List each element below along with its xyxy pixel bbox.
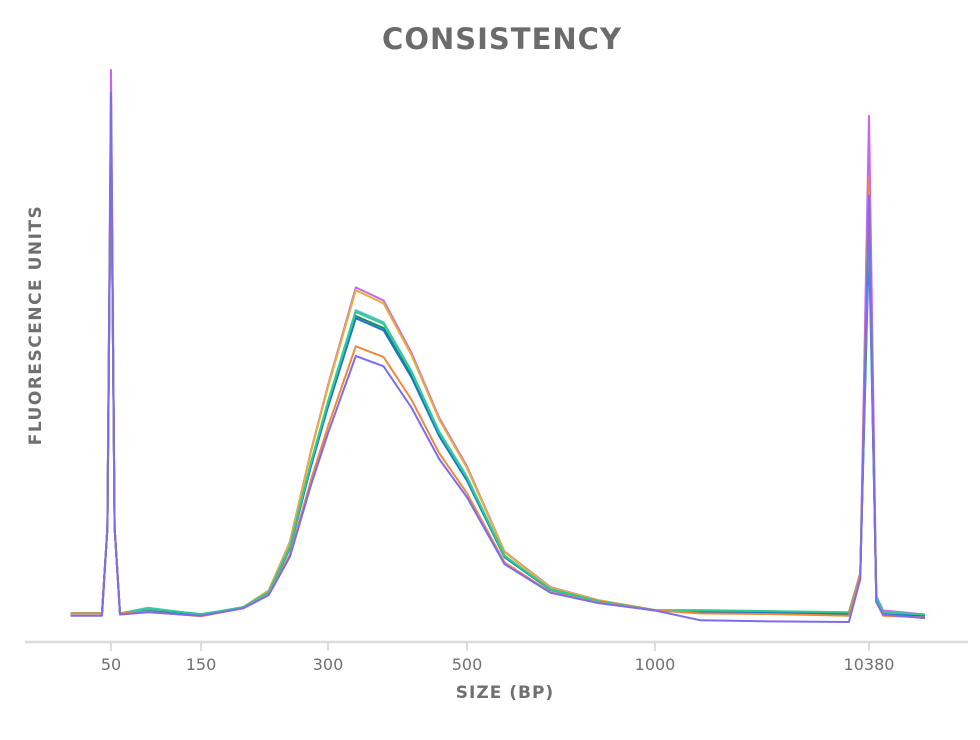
x-tick-label: 10380: [844, 655, 895, 674]
x-axis-label: SIZE (BP): [455, 683, 555, 703]
x-tick-label: 50: [101, 655, 121, 674]
series-lines: [70, 69, 926, 623]
x-ticks: 50 150 300 500 1000 10380: [101, 643, 895, 674]
x-tick-label: 500: [452, 655, 483, 674]
x-tick-label: 1000: [635, 655, 676, 674]
series-line-8: [70, 91, 926, 623]
chart-title: CONSISTENCY: [382, 22, 622, 56]
x-tick-label: 150: [186, 655, 217, 674]
series-line-1: [70, 69, 926, 616]
x-tick-label: 300: [313, 655, 344, 674]
